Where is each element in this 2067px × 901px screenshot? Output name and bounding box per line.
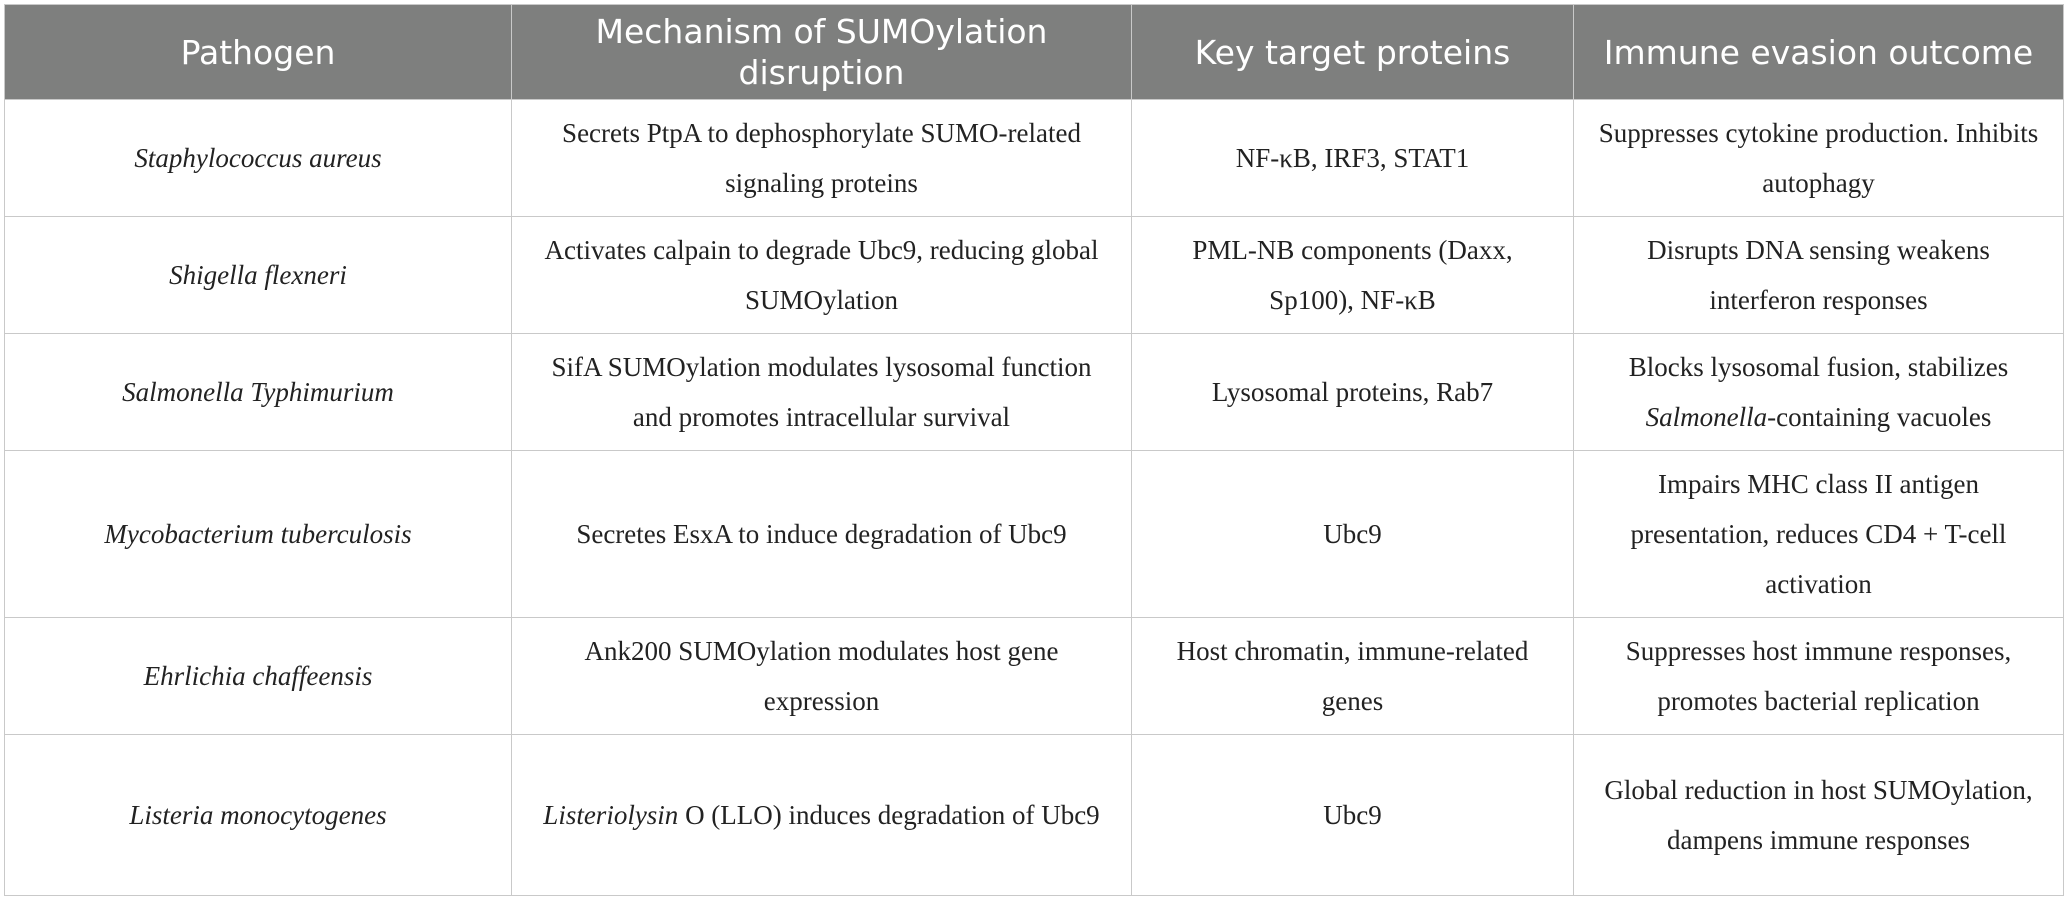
outcome-cell: Disrupts DNA sensing weakens interferon … xyxy=(1573,216,2064,334)
targets-cell: Ubc9 xyxy=(1131,450,1574,618)
mechanism-cell: Secrets PtpA to dephosphorylate SUMO-rel… xyxy=(511,99,1132,217)
outcome-cell: Blocks lysosomal fusion, stabilizes Salm… xyxy=(1573,333,2064,451)
outcome-text: -containing vacuoles xyxy=(1767,402,1992,432)
pathogen-sumoylation-table: Pathogen Mechanism of SUMOylation disrup… xyxy=(4,4,2064,896)
table-row: Ehrlichia chaffeensis Ank200 SUMOylation… xyxy=(4,617,2064,735)
mechanism-italic-text: Listeriolysin xyxy=(543,800,679,830)
outcome-cell: Global reduction in host SUMOylation, da… xyxy=(1573,734,2064,896)
pathogen-cell: Ehrlichia chaffeensis xyxy=(4,617,512,735)
mechanism-cell: Listeriolysin O (LLO) induces degradatio… xyxy=(511,734,1132,896)
outcome-cell: Suppresses host immune responses, promot… xyxy=(1573,617,2064,735)
mechanism-cell: Secretes EsxA to induce degradation of U… xyxy=(511,450,1132,618)
targets-cell: NF-κB, IRF3, STAT1 xyxy=(1131,99,1574,217)
header-mechanism: Mechanism of SUMOylation disruption xyxy=(511,4,1132,100)
table-row: Listeria monocytogenes Listeriolysin O (… xyxy=(4,734,2064,896)
pathogen-cell: Listeria monocytogenes xyxy=(4,734,512,896)
mechanism-cell: SifA SUMOylation modulates lysosomal fun… xyxy=(511,333,1132,451)
outcome-italic-text: Salmonella xyxy=(1645,402,1768,432)
table-row: Shigella flexneri Activates calpain to d… xyxy=(4,216,2064,334)
outcome-cell: Impairs MHC class II antigen presentatio… xyxy=(1573,450,2064,618)
pathogen-cell: Salmonella Typhimurium xyxy=(4,333,512,451)
mechanism-cell: Ank200 SUMOylation modulates host gene e… xyxy=(511,617,1132,735)
targets-cell: Lysosomal proteins, Rab7 xyxy=(1131,333,1574,451)
targets-cell: Ubc9 xyxy=(1131,734,1574,896)
table-row: Staphylococcus aureus Secrets PtpA to de… xyxy=(4,99,2064,217)
pathogen-cell: Shigella flexneri xyxy=(4,216,512,334)
targets-cell: PML-NB components (Daxx, Sp100), NF-κB xyxy=(1131,216,1574,334)
table-row: Salmonella Typhimurium SifA SUMOylation … xyxy=(4,333,2064,451)
header-outcome: Immune evasion outcome xyxy=(1573,4,2064,100)
header-row: Pathogen Mechanism of SUMOylation disrup… xyxy=(4,4,2064,100)
header-targets: Key target proteins xyxy=(1131,4,1574,100)
outcome-text: Blocks lysosomal fusion, stabilizes xyxy=(1628,352,2009,382)
pathogen-cell: Staphylococcus aureus xyxy=(4,99,512,217)
header-pathogen: Pathogen xyxy=(4,4,512,100)
outcome-cell: Suppresses cytokine production. Inhibits… xyxy=(1573,99,2064,217)
targets-cell: Host chromatin, immune-related genes xyxy=(1131,617,1574,735)
table-row: Mycobacterium tuberculosis Secretes EsxA… xyxy=(4,450,2064,618)
mechanism-cell: Activates calpain to degrade Ubc9, reduc… xyxy=(511,216,1132,334)
mechanism-text: O (LLO) induces degradation of Ubc9 xyxy=(678,800,1100,830)
pathogen-cell: Mycobacterium tuberculosis xyxy=(4,450,512,618)
